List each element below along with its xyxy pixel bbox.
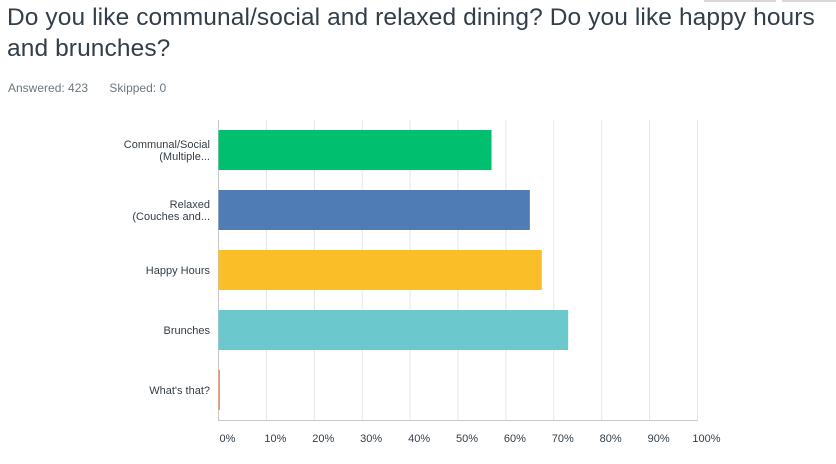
category-label: Brunches — [164, 325, 211, 337]
x-tick-label: 60% — [504, 433, 526, 445]
skipped-count: Skipped: 0 — [109, 81, 167, 95]
tab-indicator — [782, 0, 836, 2]
x-tick-label: 40% — [408, 433, 430, 445]
x-tick-label: 20% — [312, 433, 334, 445]
category-label: What's that? — [149, 385, 210, 397]
response-stats: Answered: 423 Skipped: 0 — [8, 81, 184, 95]
x-tick-label: 70% — [552, 433, 574, 445]
category-label: (Couches and... — [132, 211, 210, 223]
x-tick-label: 100% — [692, 433, 720, 445]
x-tick-label: 30% — [360, 433, 382, 445]
category-label: Relaxed — [170, 199, 210, 211]
category-label: Happy Hours — [146, 265, 211, 277]
bar[interactable] — [218, 370, 221, 410]
category-label: (Multiple... — [159, 151, 210, 163]
bar[interactable] — [218, 250, 542, 290]
x-tick-label: 0% — [220, 433, 236, 445]
x-tick-label: 50% — [456, 433, 478, 445]
answered-count: Answered: 423 — [8, 81, 89, 95]
category-labels: Communal/Social(Multiple... Relaxed(Couch… — [124, 139, 211, 397]
question-title: Do you like communal/social and relaxed … — [7, 4, 815, 62]
bar[interactable] — [218, 130, 492, 170]
x-tick-label: 80% — [600, 433, 622, 445]
x-tick-label: 10% — [264, 433, 286, 445]
tab-indicator — [704, 0, 776, 2]
bars — [218, 130, 569, 410]
category-label: Communal/Social — [124, 139, 210, 151]
bar[interactable] — [218, 310, 569, 350]
bar[interactable] — [218, 190, 530, 230]
x-axis-ticks: 0% 10% 20% 30% 40% 50% 60% 70% 80% 90% 100% — [220, 433, 721, 445]
x-tick-label: 90% — [648, 433, 670, 445]
